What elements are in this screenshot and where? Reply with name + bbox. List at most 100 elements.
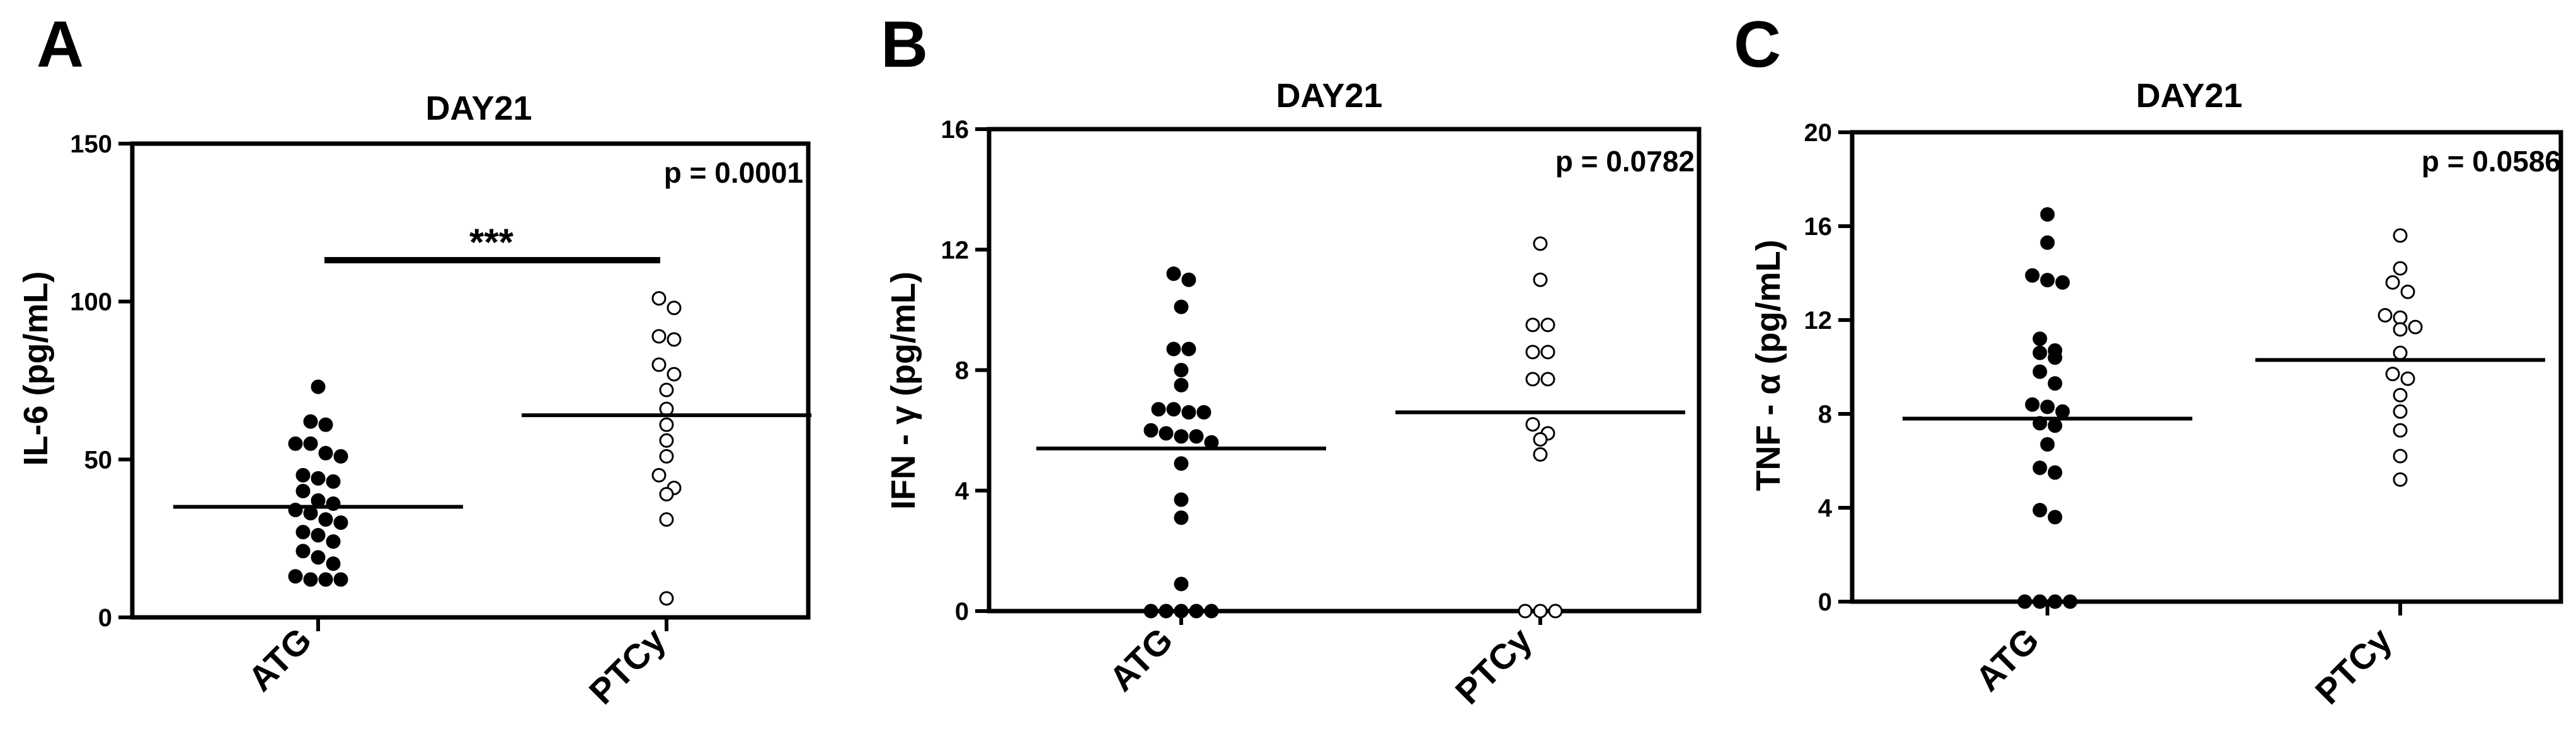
panel-a-point-atg (318, 512, 333, 527)
panel-b-xtick-ptcy: PTCy (1448, 620, 1540, 712)
panel-b-point-atg (1174, 299, 1189, 314)
panel-b-point-ptcy (1548, 604, 1563, 619)
panel-a-point-atg (333, 449, 348, 464)
panel-a-point-ptcy (651, 467, 667, 483)
panel-c-point-atg (2047, 510, 2063, 525)
panel-c-xtick-ptcy: PTCy (2308, 620, 2400, 712)
panel-b-point-ptcy (1525, 372, 1540, 387)
panel-b-point-ptcy (1525, 417, 1540, 432)
panel-c-point-atg (2040, 235, 2055, 250)
panel-b-point-atg (1181, 404, 1196, 420)
panel-c-point-ptcy (2393, 310, 2408, 325)
panel-b-plot-frame (987, 127, 1702, 614)
panel-a-title: DAY21 (425, 89, 532, 127)
panel-c-point-ptcy (2393, 387, 2408, 403)
panel-a-point-ptcy (651, 291, 667, 306)
panel-b-point-atg (1174, 576, 1189, 592)
panel-b-point-atg (1196, 404, 1211, 420)
panel-c-point-ptcy (2393, 228, 2408, 243)
panel-c-plot-frame (1850, 130, 2563, 604)
panel-a-ytick-label: 0 (98, 604, 112, 632)
panel-a-point-ptcy (659, 591, 674, 606)
panel-b-point-atg (1174, 456, 1189, 471)
panel-b-point-ptcy (1525, 318, 1540, 333)
panel-c-point-atg (2040, 437, 2055, 452)
panel-c-point-ptcy (2393, 423, 2408, 438)
panel-a-point-atg (311, 379, 326, 394)
panel-b-point-atg (1174, 429, 1189, 444)
panel-c-ylabel: TNF - α (pg/mL) (1749, 239, 1787, 491)
panel-c-point-atg (2047, 376, 2063, 391)
panel-c-point-atg (2017, 594, 2032, 609)
panel-c-ytick-label: 8 (1818, 401, 1832, 428)
panel-c-ytick-label: 0 (1818, 588, 1832, 616)
panel-c-point-atg (2047, 350, 2063, 365)
panel-a-point-atg (318, 417, 333, 432)
panel-a-point-atg (303, 414, 318, 429)
panel-a-point-atg (295, 483, 311, 498)
panel-a-point-ptcy (659, 417, 674, 432)
panel-c-point-atg (2047, 594, 2063, 609)
panel-a-ytick-label: 100 (70, 289, 112, 316)
panel-c: C DAY21 TNF - α (pg/mL) p = 0.0586 ATG P… (1734, 8, 2563, 712)
panel-a-xtick-ptcy: PTCy (581, 620, 673, 712)
panel-b-point-ptcy (1518, 604, 1533, 619)
panel-b-point-atg (1174, 492, 1189, 507)
panel-a-point-atg (311, 493, 326, 508)
panel-c-p-value: p = 0.0586 (2422, 145, 2561, 178)
panel-a-point-atg (311, 550, 326, 565)
panel-b-point-ptcy (1540, 372, 1555, 387)
panel-a-ytick-label: 150 (70, 130, 112, 158)
panel-c-point-ptcy (2378, 308, 2393, 323)
panel-a-point-atg (295, 467, 311, 483)
panel-a-point-atg (311, 471, 326, 486)
panel-a-plot-frame (130, 141, 811, 620)
panel-b-point-atg (1174, 377, 1189, 392)
panel-b-point-ptcy (1533, 604, 1548, 619)
panel-b-point-atg (1181, 341, 1196, 357)
panel-b-point-atg (1159, 426, 1174, 441)
panel-c-point-atg (2063, 594, 2078, 609)
panel-b-p-value: p = 0.0782 (1555, 145, 1695, 178)
panel-b-point-atg (1181, 272, 1196, 287)
panel-c-point-atg (2040, 273, 2055, 288)
panel-b-point-atg (1166, 341, 1181, 357)
panel-a-ylabel: IL-6 (pg/mL) (17, 272, 55, 466)
panel-c-point-ptcy (2408, 319, 2423, 335)
panel-b-ytick-label: 8 (955, 357, 969, 385)
panel-a-point-ptcy (651, 357, 667, 372)
panel-c-point-atg (2055, 275, 2070, 290)
panel-a-ytick-label: 50 (84, 446, 113, 474)
panel-c-point-atg (2032, 594, 2047, 609)
panel-a-point-atg (303, 436, 318, 451)
panel-a-point-atg (295, 525, 311, 540)
panel-a-point-atg (333, 515, 348, 530)
panel-c-point-atg (2032, 461, 2047, 476)
panel-c-point-ptcy (2393, 261, 2408, 276)
panel-b-point-ptcy (1525, 345, 1540, 360)
panel-c-xtick-atg: ATG (1967, 620, 2046, 699)
panel-c-point-atg (2040, 399, 2055, 415)
panel-a-point-ptcy (659, 433, 674, 448)
panel-b-point-atg (1151, 402, 1166, 417)
panel-b-point-atg (1143, 423, 1159, 438)
panel-a-point-atg (295, 544, 311, 559)
panel-a-point-ptcy (667, 332, 682, 347)
panel-a-point-atg (326, 556, 341, 571)
panel-c-point-ptcy (2393, 472, 2408, 487)
panel-c-ytick-label: 4 (1818, 495, 1833, 522)
panel-a-point-atg (303, 572, 318, 587)
panel-b-point-atg (1166, 266, 1181, 281)
panel-c-point-atg (2025, 397, 2040, 412)
panel-c-point-atg (2032, 364, 2047, 379)
panel-b-point-atg (1189, 604, 1204, 619)
panel-b-point-atg (1204, 604, 1219, 619)
panel-c-title: DAY21 (2136, 77, 2242, 115)
panel-a-point-ptcy (659, 382, 674, 398)
panel-b-point-atg (1174, 363, 1189, 377)
panel-b-title: DAY21 (1276, 77, 1382, 115)
panel-c-point-atg (2055, 404, 2070, 419)
panel-b-ytick-label: 16 (941, 116, 970, 144)
panel-b-point-ptcy (1533, 236, 1548, 251)
panel-a-point-ptcy (651, 329, 667, 344)
